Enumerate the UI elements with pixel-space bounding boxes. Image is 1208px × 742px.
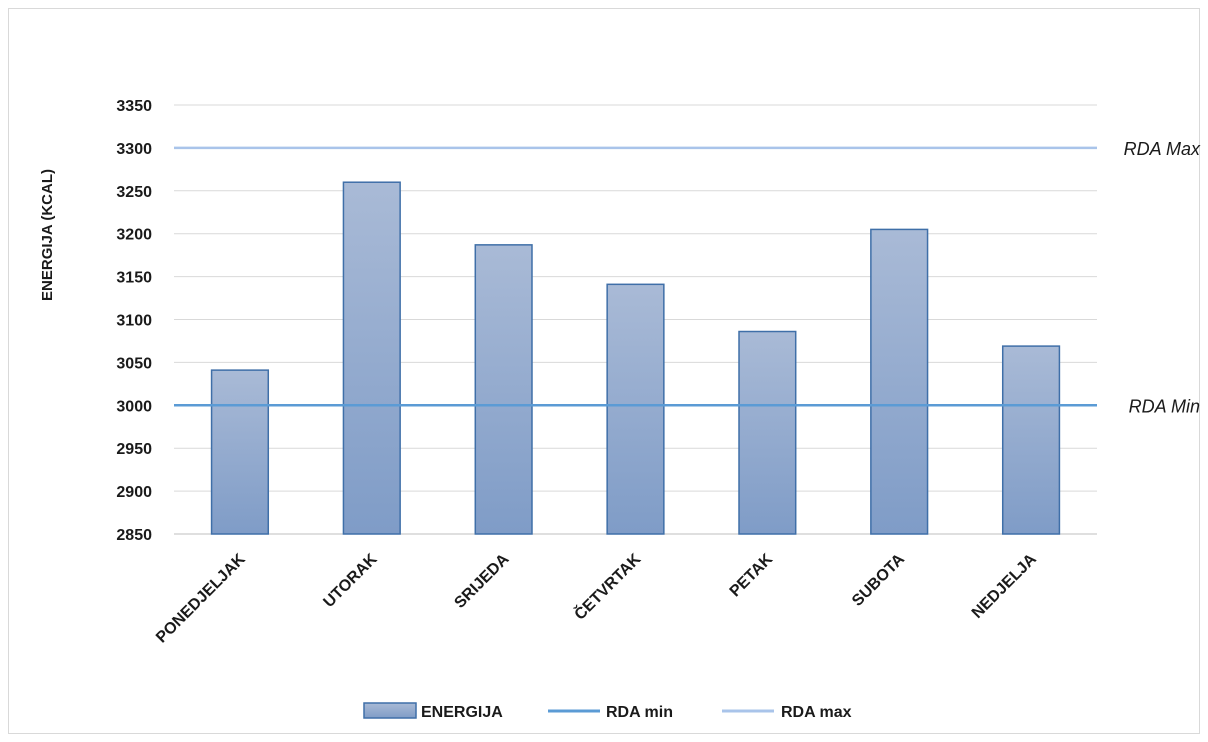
legend: ENERGIJA RDA min RDA max: [363, 702, 852, 721]
y-tick-label: 2850: [116, 527, 152, 544]
y-tick-label: 3000: [116, 398, 152, 415]
bar: [342, 181, 401, 535]
y-tick-label: 2900: [116, 484, 152, 501]
x-category-label: SUBOTA: [849, 550, 908, 609]
x-axis-categories: PONEDJELJAK UTORAK SRIJEDA ČETVRTAK PETAK SUB…: [153, 549, 1040, 646]
y-tick-label: 3100: [116, 313, 152, 330]
bars: [210, 181, 1061, 535]
y-tick-label: 3300: [116, 141, 152, 158]
legend-label-rda-max: RDA max: [781, 704, 852, 721]
y-tick-label: 3150: [116, 270, 152, 287]
legend-label-energija: ENERGIJA: [421, 704, 503, 721]
y-axis-ticks: 2850 2900 2950 3000 3050 3100 3150 3200 3250 3300…: [116, 98, 152, 544]
y-tick-label: 3250: [116, 184, 152, 201]
y-tick-label: 3350: [116, 98, 152, 115]
y-tick-label: 3200: [116, 227, 152, 244]
x-category-label: SRIJEDA: [451, 550, 512, 611]
chart-frame: [8, 8, 1200, 734]
reference-line-label: RDA Max: [1124, 139, 1201, 159]
bar: [474, 244, 533, 535]
x-category-label: PONEDJELJAK: [153, 550, 249, 646]
y-tick-label: 3050: [116, 355, 152, 372]
x-category-label: ČETVRTAK: [570, 549, 645, 624]
reference-line-label: RDA Min: [1129, 396, 1200, 416]
x-category-label: PETAK: [727, 550, 777, 600]
legend-label-rda-min: RDA min: [606, 704, 673, 721]
bar: [210, 369, 270, 535]
bar: [1001, 345, 1061, 535]
x-category-label: NEDJELJA: [969, 550, 1040, 621]
legend-swatch-energija: [363, 702, 417, 719]
y-tick-label: 2950: [116, 441, 152, 458]
reference-lines: RDA Min RDA Max: [174, 139, 1201, 416]
x-category-label: UTORAK: [320, 550, 381, 611]
bar: [738, 330, 797, 535]
bar: [606, 283, 665, 535]
y-axis-label: ENERGIJA (KCAL): [39, 169, 56, 301]
bar: [870, 228, 929, 535]
